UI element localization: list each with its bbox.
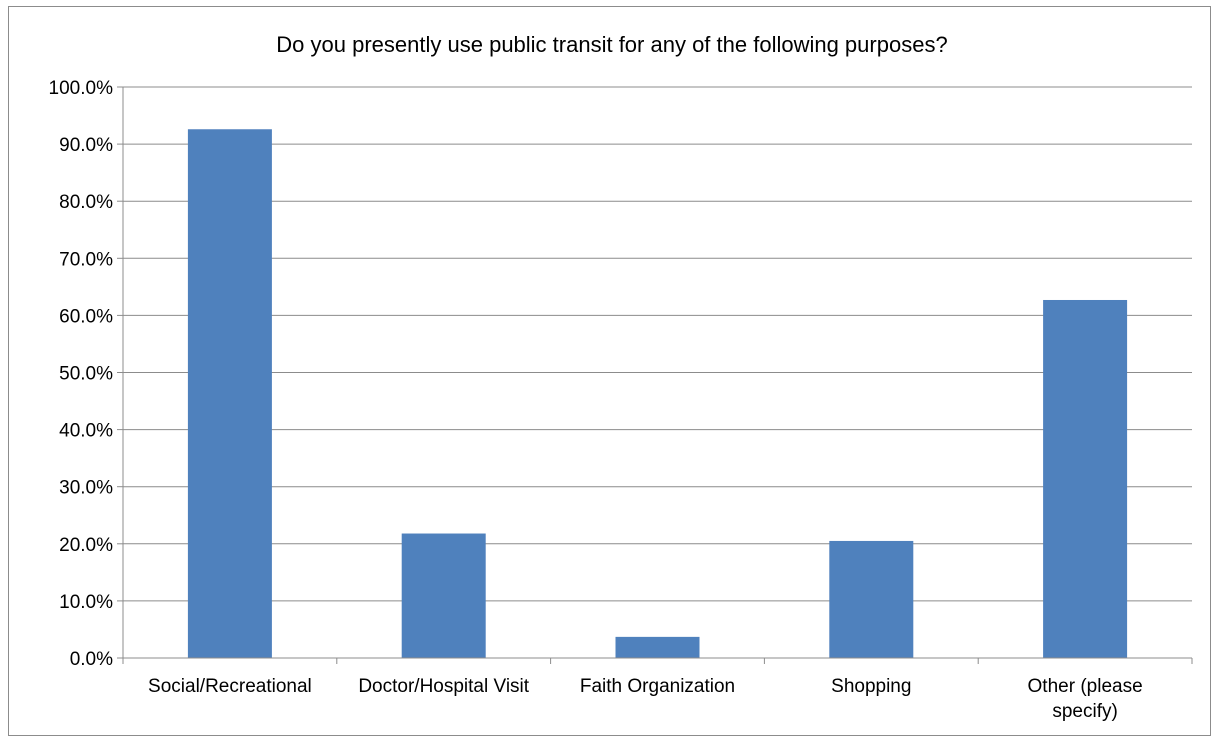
x-category-label: Faith Organization [580, 676, 735, 697]
x-axis [122, 657, 1193, 664]
x-category-label: Other (please specify) [1028, 676, 1143, 722]
y-tick-label: 100.0% [49, 78, 114, 99]
bar [1043, 299, 1128, 658]
y-tick-label: 30.0% [59, 478, 113, 499]
x-category-label: Doctor/Hospital Visit [358, 676, 529, 697]
gridlines [123, 86, 1192, 602]
x-category-label: Shopping [831, 676, 911, 697]
bar [401, 533, 486, 658]
y-tick-label: 0.0% [70, 649, 113, 670]
y-tick-label: 50.0% [59, 364, 113, 385]
bar [829, 540, 914, 658]
y-tick-label: 70.0% [59, 249, 113, 270]
y-tick-label: 10.0% [59, 592, 113, 613]
y-tick-label: 20.0% [59, 535, 113, 556]
chart-title: Do you presently use public transit for … [276, 32, 947, 57]
y-tick-label: 40.0% [59, 421, 113, 442]
bar [187, 129, 272, 658]
x-axis-labels: Social/Recreational Doctor/Hospital Visit… [148, 676, 1143, 722]
x-category-label: Social/Recreational [148, 676, 312, 697]
y-tick-label: 60.0% [59, 306, 113, 327]
bar [615, 636, 700, 658]
bars [187, 129, 1128, 658]
y-axis-ticks: 0.0% 10.0% 20.0% 30.0% 40.0% 50.0% 60.0% 70.0% 8… [49, 78, 124, 670]
y-tick-label: 80.0% [59, 192, 113, 213]
y-tick-label: 90.0% [59, 135, 113, 156]
